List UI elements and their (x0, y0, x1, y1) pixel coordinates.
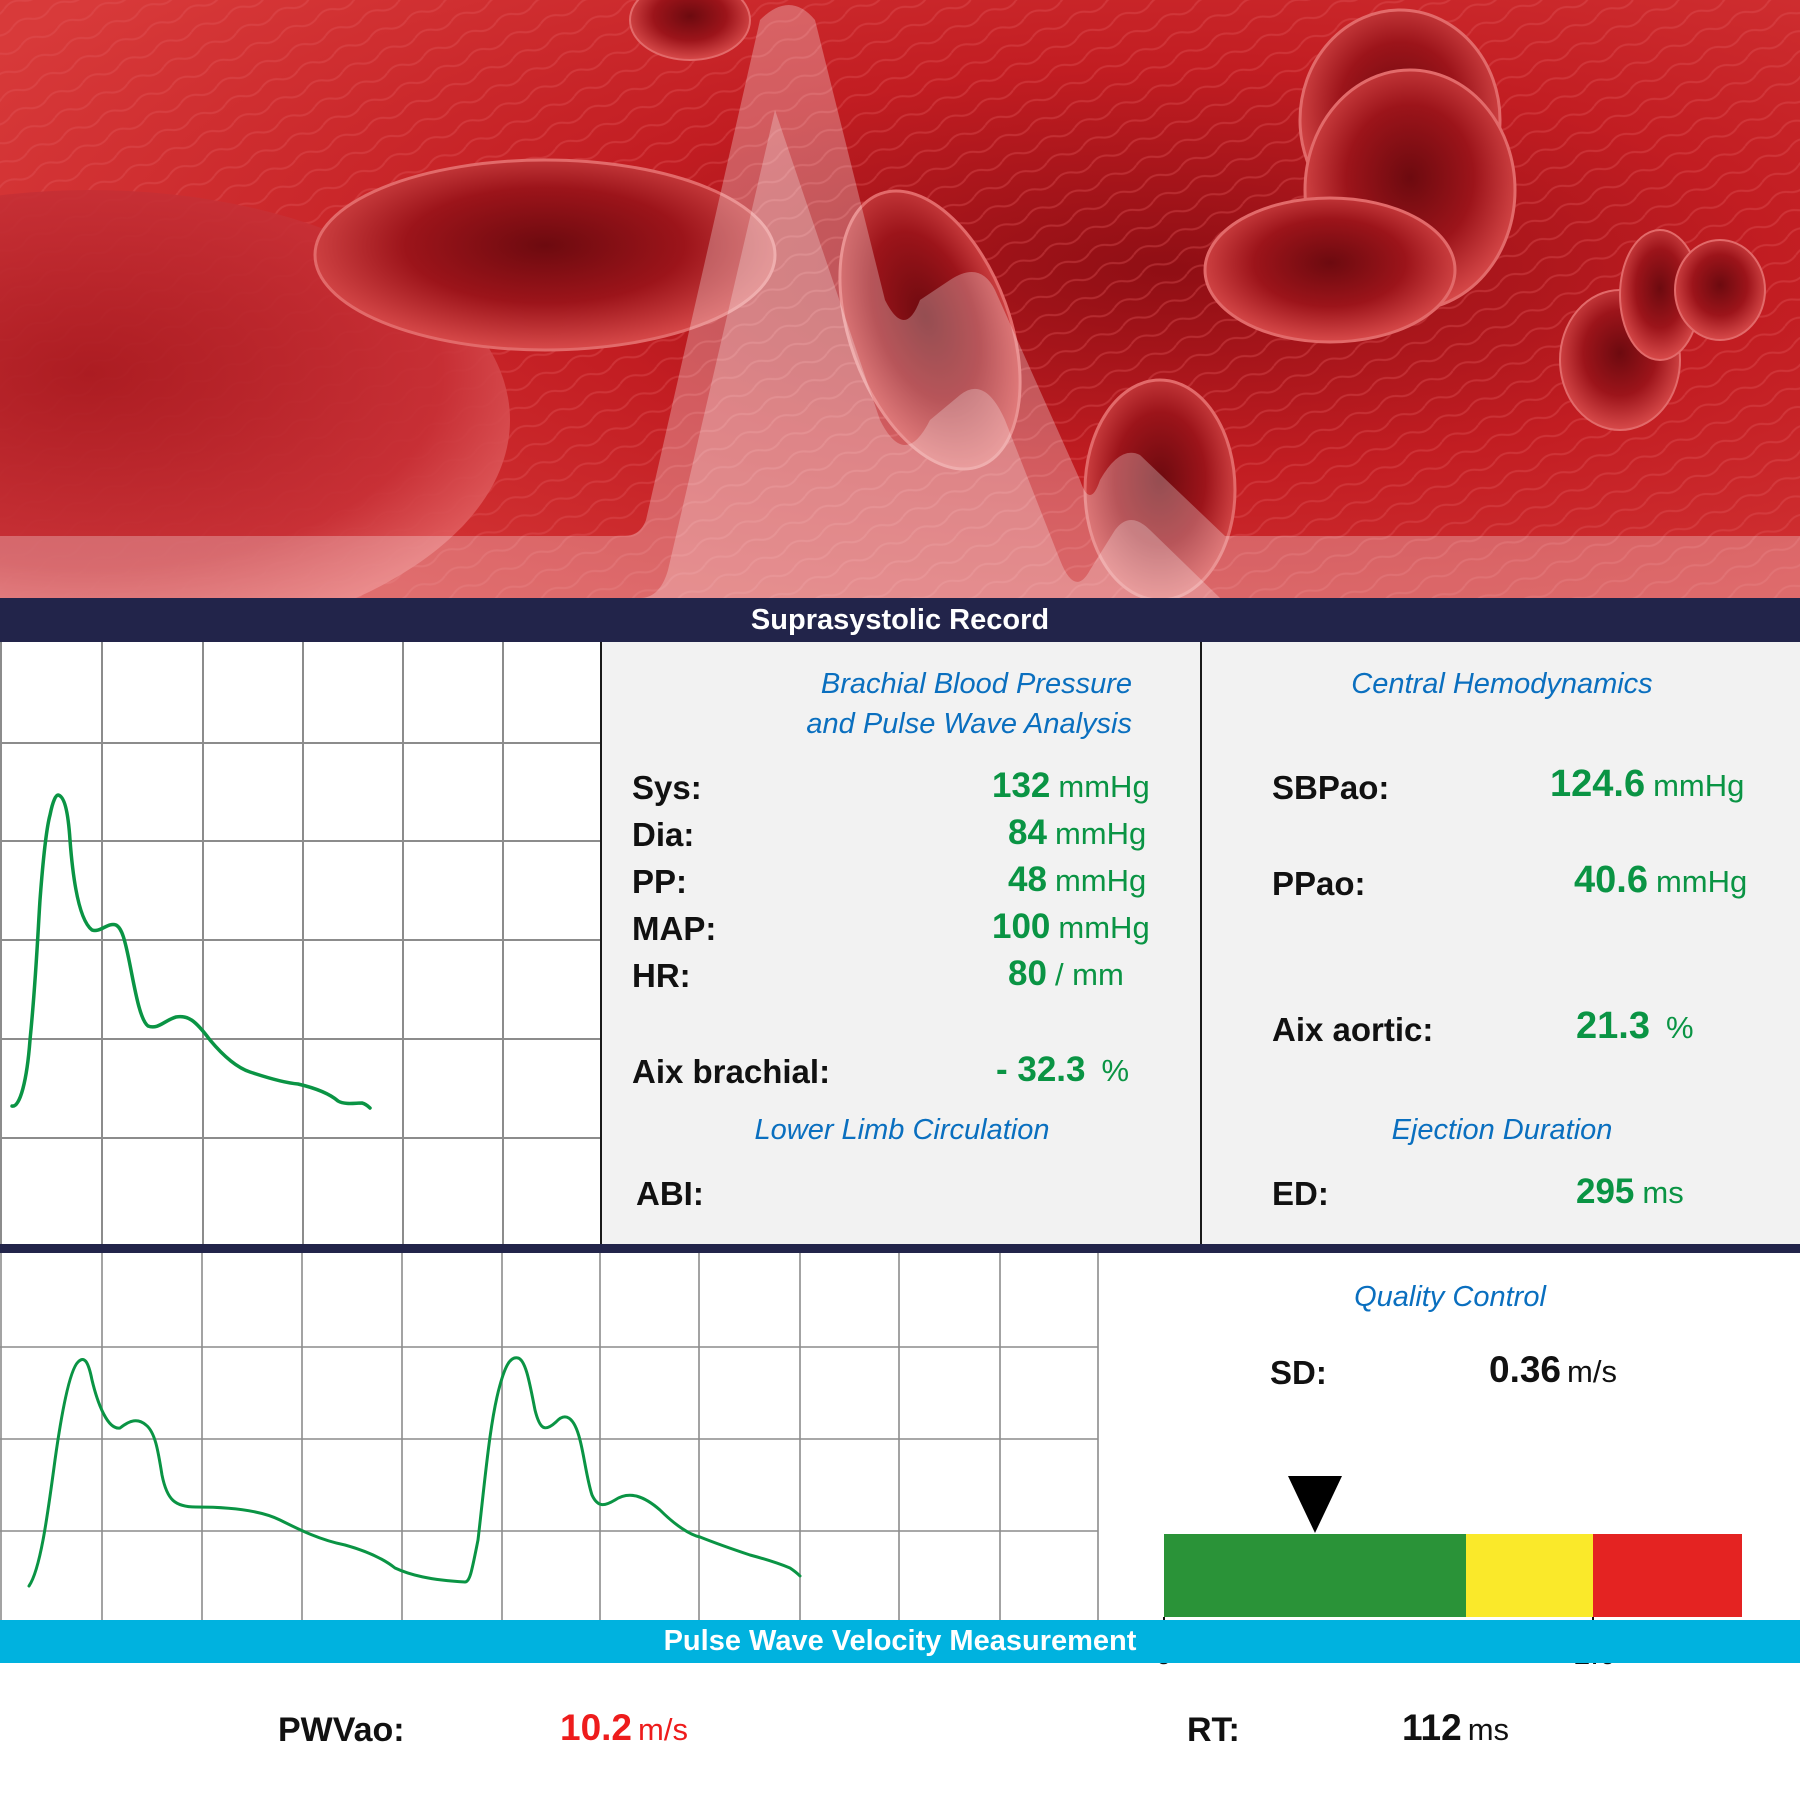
sys-value: 132 mmHg (992, 766, 1150, 805)
pwvao-value: 10.2 m/s (560, 1707, 688, 1748)
suprasystolic-record-header: Suprasystolic Record (0, 598, 1800, 642)
ppao-label: PPao: (1272, 865, 1366, 902)
quality-control-title: Quality Control (1354, 1281, 1546, 1313)
dia-value: 84 mmHg (1008, 813, 1147, 852)
suprasystolic-waveform-chart (0, 642, 600, 1244)
dia-label: Dia: (632, 816, 695, 853)
pp-value: 48 mmHg (1008, 860, 1147, 899)
ed-label: ED: (1272, 1175, 1329, 1212)
lower-limb-title: Lower Limb Circulation (754, 1114, 1050, 1146)
qc-scale-warning-segment (1466, 1534, 1593, 1617)
pwv-measurement-header: Pulse Wave Velocity Measurement (0, 1620, 1800, 1663)
aix-aortic-label: Aix aortic: (1272, 1011, 1434, 1048)
hr-value: 80/ mm (1008, 954, 1124, 993)
pwv-waveform-line (27, 1356, 802, 1588)
ppao-value: 40.6 mmHg (1574, 859, 1748, 901)
sd-marker-triangle-icon (1288, 1476, 1342, 1533)
pwv-waveform-chart (0, 1253, 1100, 1620)
map-value: 100 mmHg (992, 907, 1150, 946)
brachial-waveform-line (10, 793, 372, 1110)
hero-image (0, 0, 1800, 598)
central-hemodynamics-panel: Central Hemodynamics SBPao: 124.6 mmHg PP… (1200, 642, 1800, 1244)
sbpao-value: 124.6 mmHg (1550, 763, 1745, 805)
brachial-title-line2: and Pulse Wave Analysis (806, 708, 1132, 740)
map-label: MAP: (632, 910, 717, 947)
section-divider (0, 1244, 1800, 1253)
aix-brachial-label: Aix brachial: (632, 1053, 831, 1090)
rt-label: RT: (1187, 1711, 1240, 1749)
sys-label: Sys: (632, 769, 702, 806)
sd-value: 0.36 m/s (1489, 1349, 1617, 1390)
pp-label: PP: (632, 863, 688, 900)
qc-scale-good-segment (1164, 1534, 1466, 1617)
abi-label: ABI: (636, 1175, 704, 1212)
ejection-duration-title: Ejection Duration (1391, 1114, 1613, 1146)
hr-label: HR: (632, 957, 691, 994)
aix-aortic-value: 21.3% (1576, 1005, 1694, 1047)
aix-brachial-value: - 32.3% (996, 1050, 1130, 1089)
central-title: Central Hemodynamics (1351, 668, 1653, 700)
pulse-wave-overlay (0, 5, 1800, 598)
qc-scale-bad-segment (1593, 1534, 1742, 1617)
brachial-panel: Brachial Blood Pressure and Pulse Wave A… (600, 642, 1200, 1244)
blood-cells-illustration (0, 0, 1800, 598)
brachial-title-line1: Brachial Blood Pressure (820, 668, 1132, 700)
sd-label: SD: (1270, 1354, 1327, 1391)
rt-value: 112 ms (1402, 1707, 1510, 1748)
pwvao-label: PWVao: (278, 1711, 405, 1749)
ed-value: 295 ms (1576, 1172, 1684, 1211)
sbpao-label: SBPao: (1272, 769, 1390, 806)
